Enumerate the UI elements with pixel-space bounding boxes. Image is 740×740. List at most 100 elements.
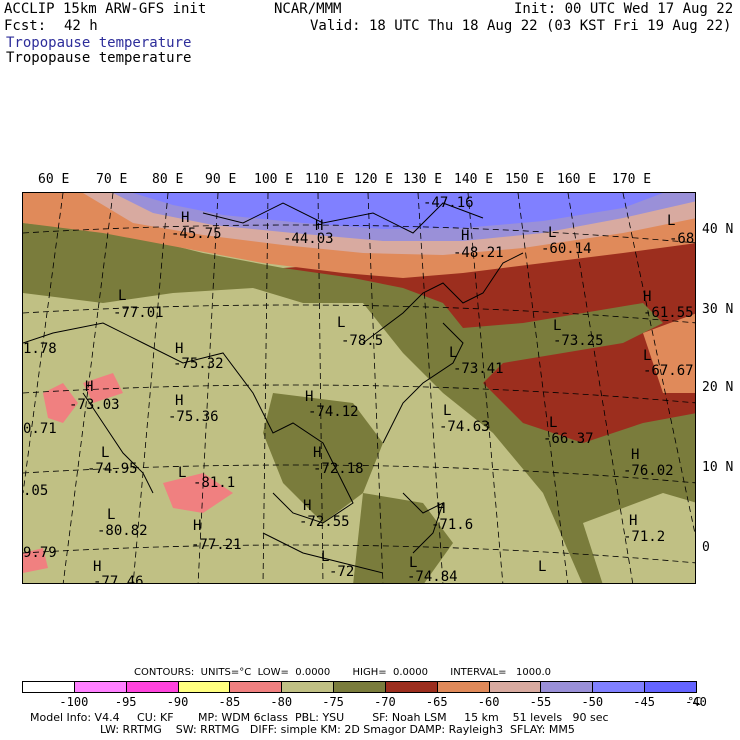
- lat-label: 40 N: [702, 222, 734, 237]
- lon-label: 160 E: [557, 172, 597, 187]
- map-marker: H: [629, 513, 638, 529]
- map-marker: H: [175, 341, 184, 357]
- map-value: -66.37: [543, 431, 594, 447]
- colorbar-label: -95: [114, 695, 137, 709]
- map-marker: L: [553, 318, 562, 334]
- field-band-minus80: [43, 383, 78, 423]
- map-value: -77.21: [191, 537, 242, 553]
- colorbar-unit: °C: [688, 695, 702, 708]
- field-band-minus75: [443, 443, 523, 523]
- map-marker: L: [667, 213, 676, 229]
- colorbar-segment: [177, 681, 231, 693]
- colorbar-segment: [436, 681, 490, 693]
- map-value: -80.82: [97, 523, 148, 539]
- lon-label: 140 E: [454, 172, 494, 187]
- field-band-minus80: [163, 473, 233, 513]
- map-marker: H: [181, 210, 190, 226]
- colorbar-segment: [73, 681, 127, 693]
- map-marker: H: [643, 289, 652, 305]
- colorbar-segment: [644, 681, 697, 693]
- lon-label: 70 E: [96, 172, 128, 187]
- map-marker: H: [303, 498, 312, 514]
- map-value: -72.18: [313, 461, 364, 477]
- colorbar-label: -55: [529, 695, 552, 709]
- map-value: 1.78: [23, 341, 57, 357]
- lat-label: 20 N: [702, 380, 734, 395]
- map-marker: L: [321, 549, 330, 565]
- field-band-minus70: [263, 393, 383, 523]
- map-value: -72.55: [299, 514, 350, 530]
- map-value: -81.1: [193, 475, 236, 491]
- map-marker: L: [549, 415, 558, 431]
- field-title-black: Tropopause temperature: [6, 50, 192, 66]
- map-marker: H: [175, 393, 184, 409]
- map-marker: L: [643, 348, 652, 364]
- map-value: -48.21: [453, 245, 504, 261]
- colorbar-segment: [281, 681, 335, 693]
- lon-label: 110 E: [305, 172, 345, 187]
- lon-label: 100 E: [254, 172, 294, 187]
- colorbar-segment: [384, 681, 438, 693]
- colorbar-label: -100: [59, 695, 89, 709]
- field-band-minus80: [23, 548, 48, 573]
- map-value: -74.12: [308, 404, 359, 420]
- map-value: -77.01: [113, 305, 164, 321]
- map-value: -74.95: [87, 461, 138, 477]
- colorbar-label: -70: [374, 695, 396, 709]
- map-value: 9.79: [23, 545, 57, 561]
- map-value: -44.03: [283, 231, 334, 247]
- map-value: -47.16: [423, 195, 474, 211]
- map-value: -67.67: [643, 363, 694, 379]
- map-value: -74.63: [439, 419, 490, 435]
- map-value: -61.55: [643, 305, 694, 321]
- organization-label: NCAR/MMM: [274, 1, 342, 17]
- model-info-line1: Model Info: V4.4 CU: KF MP: WDM 6class P…: [30, 711, 609, 724]
- map-value: -45.75: [171, 226, 222, 242]
- forecast-hours: 42 h: [64, 18, 98, 34]
- map-marker: L: [548, 225, 557, 241]
- map-marker: L: [178, 465, 187, 481]
- colorbar-segment: [125, 681, 179, 693]
- map-marker: H: [313, 445, 322, 461]
- forecast-label: Fcst:: [4, 18, 47, 34]
- map-marker: H: [315, 218, 324, 234]
- map-marker: L: [107, 507, 116, 523]
- map-marker: L: [118, 288, 127, 304]
- colorbar-label: -85: [218, 695, 241, 709]
- map-value: -72: [329, 564, 355, 580]
- colorbar-segment: [229, 681, 283, 693]
- field-band-minus70: [23, 223, 83, 293]
- field-band-minus80: [83, 373, 123, 403]
- init-time-label: Init: 00 UTC Wed 17 Aug 22: [514, 1, 734, 17]
- map-value: -76.02: [623, 463, 674, 479]
- valid-time-label: Valid: 18 UTC Thu 18 Aug 22 (03 KST Fri …: [310, 18, 732, 34]
- lon-label: 150 E: [505, 172, 545, 187]
- map-marker: L: [538, 559, 547, 575]
- contour-info: CONTOURS: UNITS=°C LOW= 0.0000 HIGH= 0.0…: [134, 667, 552, 678]
- map-value: -77.46: [93, 574, 144, 584]
- map-canvas: [23, 193, 695, 583]
- tropopause-temperature-map: -47.16 H -45.75 H -44.03 H -48.21 L -60.…: [22, 192, 696, 584]
- map-value: 0.71: [23, 421, 57, 437]
- lat-label: 10 N: [702, 460, 734, 475]
- lon-label: 170 E: [612, 172, 652, 187]
- graticule: [23, 193, 695, 583]
- map-marker: H: [85, 379, 94, 395]
- map-value: -75.36: [168, 409, 219, 425]
- lat-label: 0: [702, 540, 710, 555]
- map-marker: L: [337, 315, 346, 331]
- map-value: -73.03: [69, 397, 120, 413]
- map-value: .05: [23, 483, 49, 499]
- colorbar-segment: [333, 681, 386, 693]
- map-marker: H: [631, 447, 640, 463]
- map-marker: L: [409, 555, 418, 571]
- map-marker: H: [93, 559, 102, 575]
- model-info-line2: LW: RRTMG SW: RRTMG DIFF: simple KM: 2D …: [100, 723, 575, 736]
- map-value: -73.25: [553, 333, 604, 349]
- map-marker: H: [193, 518, 202, 534]
- map-marker: H: [305, 389, 314, 405]
- colorbar-segment: [592, 681, 646, 693]
- map-value: -75.32: [173, 356, 224, 372]
- map-value: -71.6: [431, 517, 474, 533]
- map-value: -74.84: [407, 569, 458, 584]
